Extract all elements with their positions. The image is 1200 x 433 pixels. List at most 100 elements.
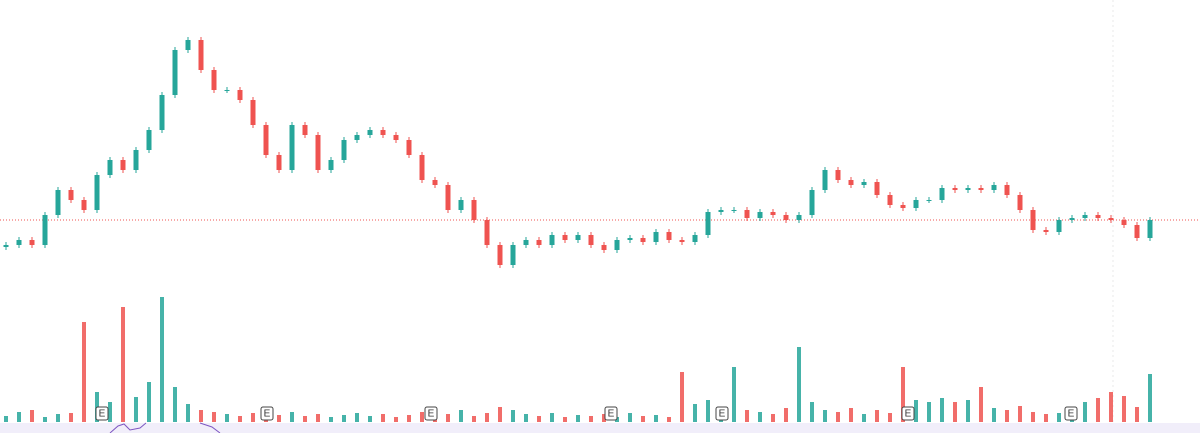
volume-bar (17, 412, 21, 422)
earnings-marker-box (715, 406, 729, 421)
candle-body (653, 232, 659, 242)
candle-body (835, 170, 841, 180)
candle-body (913, 200, 919, 208)
volume-bar (277, 415, 281, 422)
candle-body (146, 130, 152, 150)
volume-bar (784, 408, 788, 422)
volume-bar (524, 414, 528, 422)
candle-body (81, 200, 87, 210)
candle-body (250, 100, 256, 125)
candle-body (276, 155, 282, 170)
candle-body (445, 185, 451, 210)
candle-body (861, 182, 867, 185)
candle-body (640, 238, 646, 242)
candle-body (432, 180, 438, 185)
volume-bar (1031, 412, 1035, 422)
volume-bar (238, 416, 242, 422)
candle-body (1134, 225, 1140, 238)
volume-bar (485, 413, 489, 422)
candle-body (172, 50, 178, 95)
earnings-marker-box (95, 406, 109, 421)
volume-bar (160, 297, 164, 422)
volume-bar (810, 402, 814, 422)
volume-bar (511, 410, 515, 422)
candle-body (588, 235, 594, 245)
volume-bar (758, 412, 762, 422)
volume-bar (836, 412, 840, 422)
volume-bar (875, 410, 879, 422)
candle-body (458, 200, 464, 210)
candle-body (536, 240, 542, 245)
volume-bar (407, 415, 411, 422)
indicator-line (109, 422, 221, 433)
candle-body (419, 155, 425, 180)
candle-body (965, 188, 971, 190)
earnings-marker: E (1068, 409, 1075, 420)
volume-bar (30, 410, 34, 422)
volume-bar (1057, 413, 1061, 422)
volume-bar (901, 367, 905, 422)
volume-bar (966, 400, 970, 422)
volume-bar (1096, 398, 1100, 422)
volume-bar (394, 417, 398, 422)
volume-bar (823, 410, 827, 422)
candle-body (1082, 215, 1088, 218)
volume-bar (212, 412, 216, 422)
candle-body (783, 215, 789, 220)
volume-bar (342, 415, 346, 422)
candle-body (627, 238, 633, 240)
volume-bar (1018, 406, 1022, 422)
candle-body (1056, 220, 1062, 232)
volume-bar (82, 322, 86, 422)
volume-bar (979, 387, 983, 422)
volume-bar (225, 414, 229, 422)
candle-body (1108, 218, 1114, 220)
volume-bar (862, 414, 866, 422)
candle-body (289, 125, 295, 170)
candle-body (328, 160, 334, 170)
volume-bar (550, 413, 554, 422)
volume-bar (290, 412, 294, 422)
volume-bar (667, 417, 671, 422)
volume-bar (1148, 374, 1152, 422)
candle-body (822, 170, 828, 190)
volume-bar (420, 412, 424, 422)
candle-body (705, 212, 711, 235)
volume-bar (914, 400, 918, 422)
candle-body (510, 245, 516, 265)
candle-body (614, 240, 620, 250)
volume-bar (693, 404, 697, 422)
candle-body (471, 200, 477, 220)
candle-body (549, 235, 555, 245)
candle-body (952, 188, 958, 190)
candle-body (367, 130, 373, 135)
candle-body (120, 160, 126, 170)
candle-body (484, 220, 490, 245)
volume-bar (121, 307, 125, 422)
volume-bar (745, 410, 749, 422)
earnings-marker-box (604, 406, 618, 421)
candle-body (393, 135, 399, 140)
volume-bar (953, 402, 957, 422)
volume-bar (849, 408, 853, 422)
volume-bar (472, 416, 476, 422)
candle-body (679, 240, 685, 242)
candle-body (1030, 210, 1036, 230)
volume-bar (108, 402, 112, 422)
volume-bar (251, 413, 255, 422)
volume-bar (316, 414, 320, 422)
volume-bar (69, 413, 73, 422)
candle-body (1004, 185, 1010, 195)
earnings-marker: E (608, 409, 615, 420)
volume-bar (576, 415, 580, 422)
candle-body (900, 205, 906, 208)
volume-bar (199, 410, 203, 422)
volume-bar (329, 417, 333, 422)
candle-body (887, 195, 893, 205)
candle-body (185, 40, 191, 50)
volume-bar (381, 414, 385, 422)
volume-bar (1044, 414, 1048, 422)
earnings-marker-box (1064, 406, 1078, 421)
candle-body (94, 175, 100, 210)
